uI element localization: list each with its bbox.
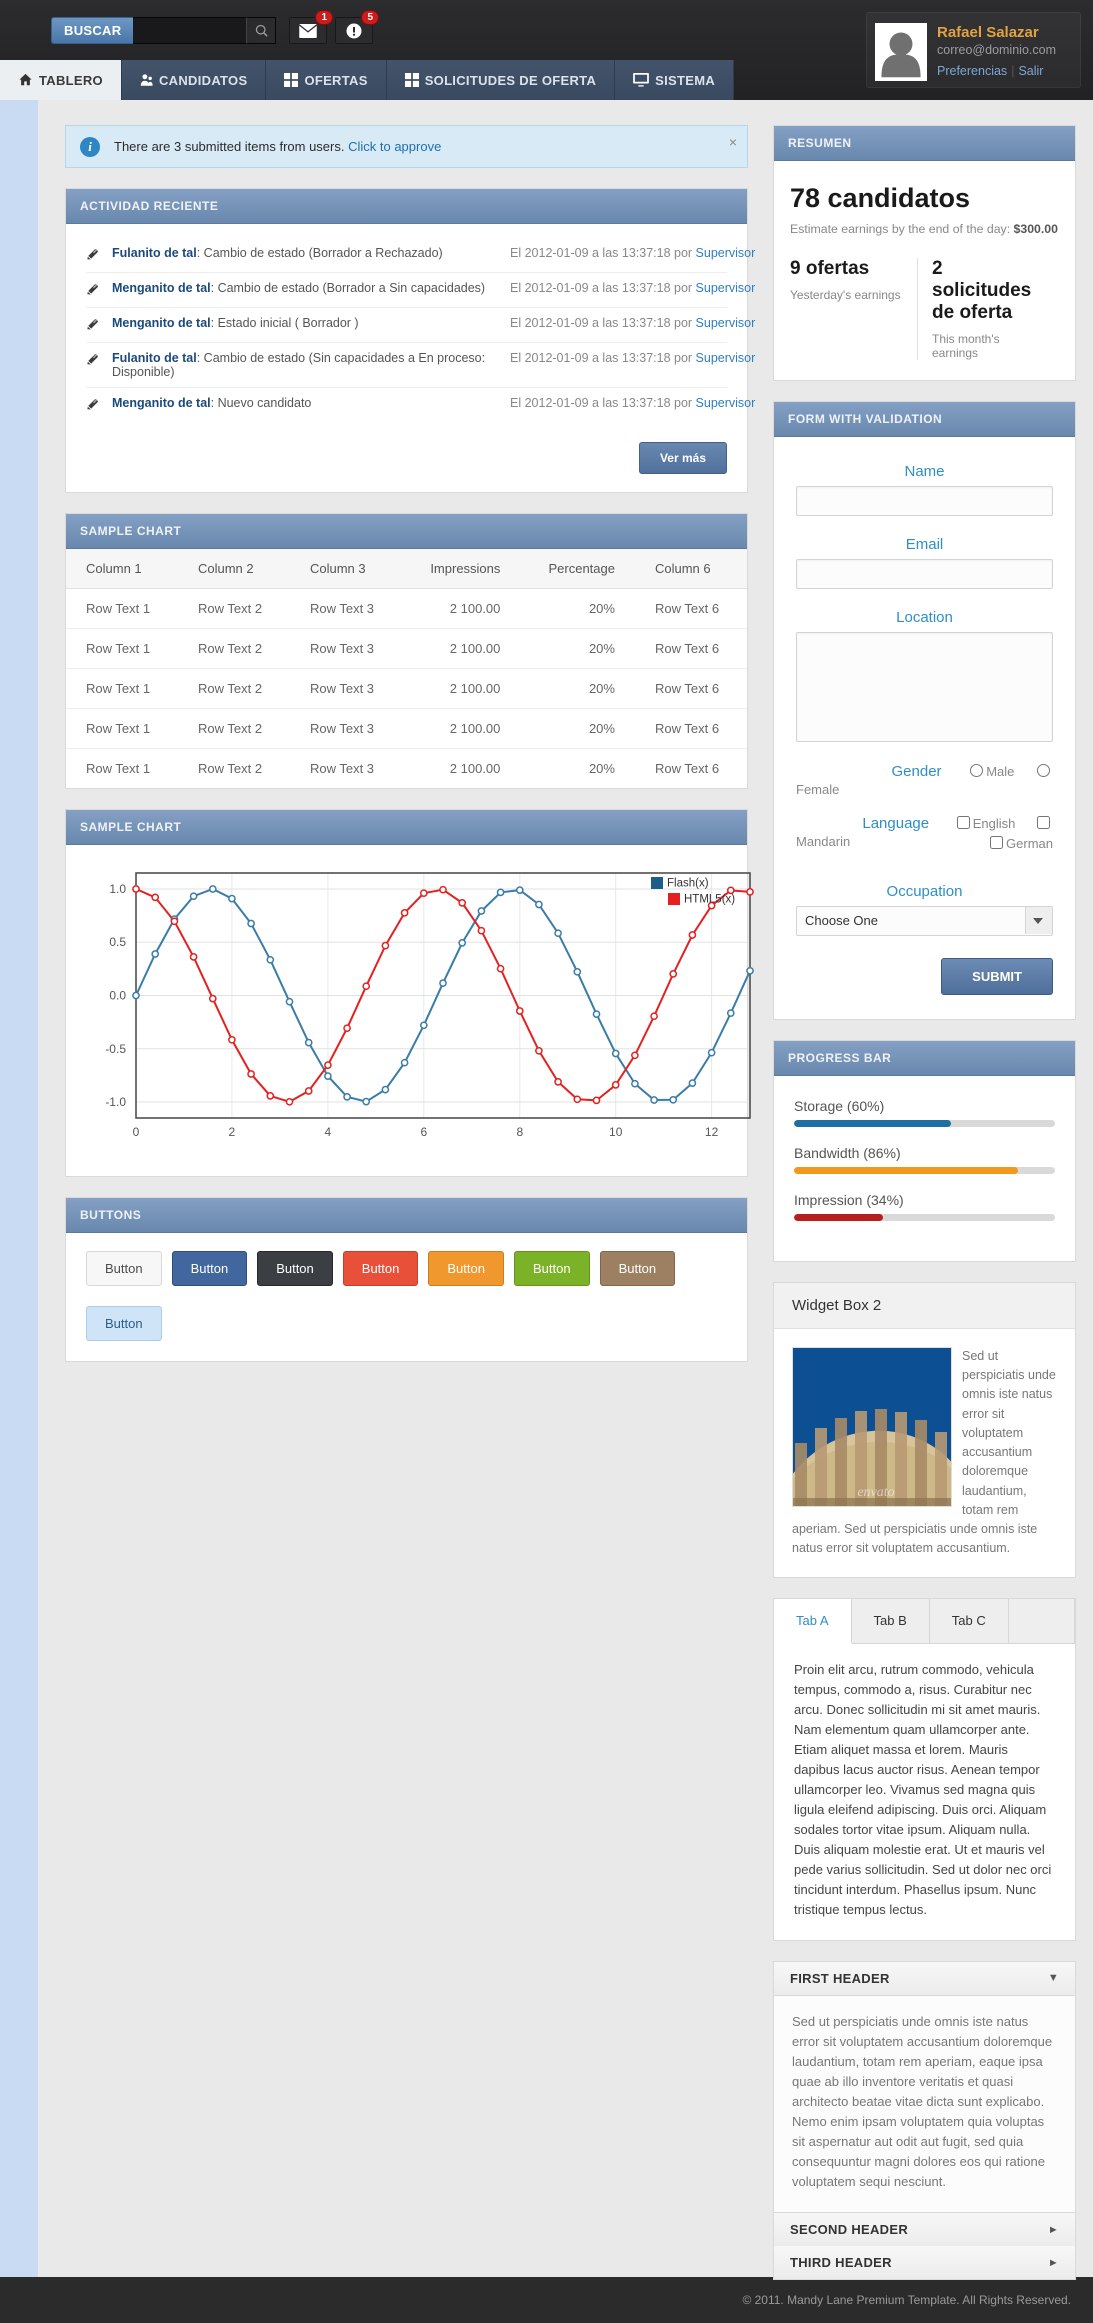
svg-text:HTML5(x): HTML5(x) (684, 894, 735, 906)
svg-text:2: 2 (229, 1125, 236, 1139)
svg-text:8: 8 (516, 1125, 523, 1139)
svg-text:12: 12 (705, 1125, 719, 1139)
svg-text:6: 6 (420, 1125, 427, 1139)
svg-text:-0.5: -0.5 (105, 1042, 126, 1056)
svg-text:envato: envato (857, 1485, 894, 1500)
svg-text:1.0: 1.0 (109, 882, 126, 896)
svg-text:0.0: 0.0 (109, 989, 126, 1003)
svg-text:0.5: 0.5 (109, 935, 126, 949)
svg-text:0: 0 (133, 1125, 140, 1139)
svg-text:-1.0: -1.0 (105, 1095, 126, 1109)
svg-text:4: 4 (325, 1125, 332, 1139)
svg-text:Flash(x): Flash(x) (667, 878, 709, 890)
svg-text:10: 10 (609, 1125, 623, 1139)
